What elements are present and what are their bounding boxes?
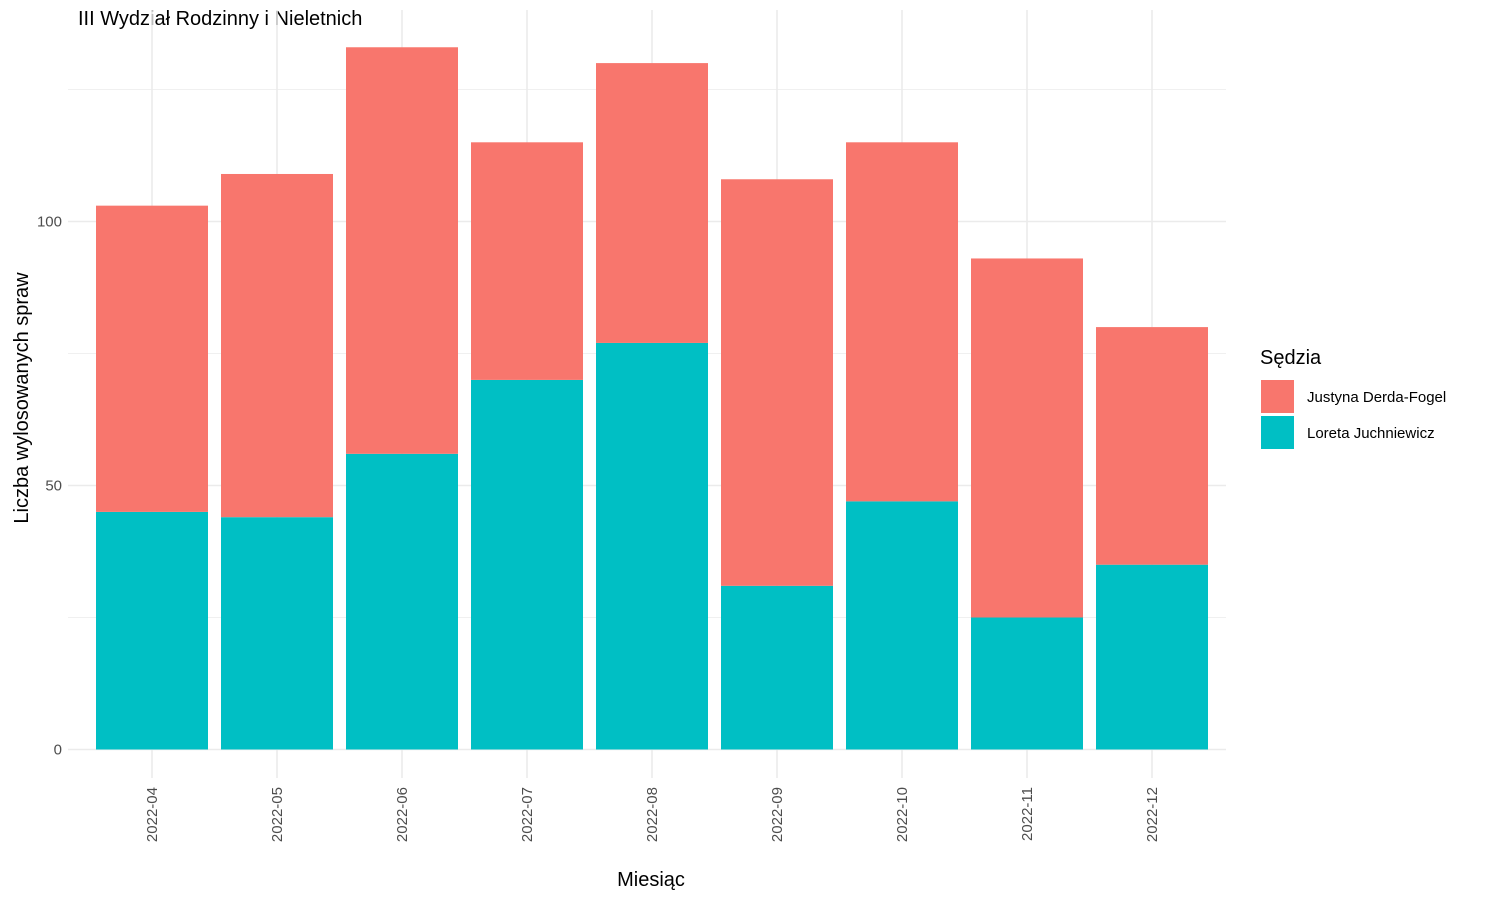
bar-justyna-derda-fogel-2022-10	[846, 142, 958, 502]
bar-justyna-derda-fogel-2022-06	[346, 47, 458, 454]
x-tick-label: 2022-07	[519, 787, 536, 842]
legend-title: Sędzia	[1260, 347, 1322, 369]
bar-loreta-juchniewicz-2022-10	[846, 501, 958, 750]
chart-title: III Wydział Rodzinny i Nieletnich	[78, 8, 363, 30]
bar-loreta-juchniewicz-2022-04	[96, 511, 208, 750]
bars	[96, 47, 1208, 750]
bar-loreta-juchniewicz-2022-07	[471, 379, 583, 750]
x-tick-label: 2022-05	[269, 787, 286, 842]
bar-justyna-derda-fogel-2022-08	[596, 63, 708, 343]
legend-key	[1261, 380, 1294, 413]
x-tick-label: 2022-06	[394, 787, 411, 842]
bar-justyna-derda-fogel-2022-04	[96, 205, 208, 512]
legend-label: Loreta Juchniewicz	[1307, 425, 1435, 442]
y-tick-label: 50	[45, 478, 62, 495]
legend-label: Justyna Derda-Fogel	[1307, 389, 1446, 406]
bar-loreta-juchniewicz-2022-05	[221, 517, 333, 750]
x-tick-label: 2022-10	[894, 787, 911, 842]
legend: Sędzia Justyna Derda-Fogel Loreta Juchnie…	[1260, 347, 1446, 449]
x-tick-label: 2022-08	[644, 787, 661, 842]
x-axis-title: Miesiąc	[617, 869, 685, 891]
bar-loreta-juchniewicz-2022-11	[971, 617, 1083, 750]
bar-loreta-juchniewicz-2022-12	[1096, 564, 1208, 750]
bar-loreta-juchniewicz-2022-08	[596, 342, 708, 750]
x-tick-label: 2022-04	[144, 787, 161, 842]
legend-key	[1261, 416, 1294, 449]
y-tick-label: 100	[37, 214, 62, 231]
bar-justyna-derda-fogel-2022-12	[1096, 327, 1208, 565]
x-tick-label: 2022-09	[769, 787, 786, 842]
bar-loreta-juchniewicz-2022-06	[346, 453, 458, 750]
x-tick-label: 2022-12	[1144, 787, 1161, 842]
bar-justyna-derda-fogel-2022-05	[221, 173, 333, 518]
bar-justyna-derda-fogel-2022-09	[721, 179, 833, 586]
y-axis-ticks: 0 50 100	[37, 214, 62, 759]
bar-loreta-juchniewicz-2022-09	[721, 585, 833, 750]
bar-justyna-derda-fogel-2022-07	[471, 142, 583, 380]
y-axis-title: Liczba wylosowanych spraw	[11, 272, 33, 524]
x-tick-label: 2022-11	[1019, 787, 1036, 841]
bar-justyna-derda-fogel-2022-11	[971, 258, 1083, 618]
y-tick-label: 0	[54, 742, 62, 759]
x-axis-ticks: 2022-04 2022-05 2022-06 2022-07 2022-08 2022-…	[144, 787, 1161, 842]
